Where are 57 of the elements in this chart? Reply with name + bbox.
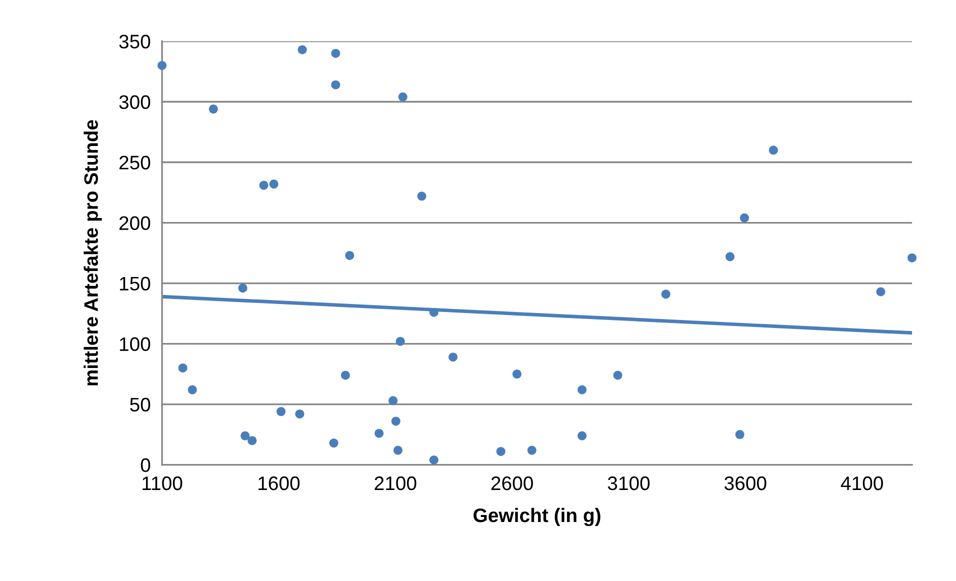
x-tick-label: 4100 <box>840 476 883 490</box>
point <box>188 385 197 394</box>
point <box>248 436 257 446</box>
point <box>295 409 304 418</box>
point <box>429 308 438 317</box>
point <box>417 192 426 201</box>
y-tick-label: 50 <box>130 398 150 412</box>
point <box>768 146 778 155</box>
point <box>661 290 670 299</box>
x-axis-title: Gewicht (in g) <box>474 508 600 526</box>
y-tick-label: 100 <box>120 337 150 352</box>
y-tick-label: 300 <box>119 95 150 109</box>
point <box>527 446 536 455</box>
point <box>374 428 384 438</box>
x-tick-label: 3100 <box>608 476 650 490</box>
point <box>391 416 400 426</box>
y-tick-label: 350 <box>119 34 150 48</box>
point <box>448 352 458 362</box>
point <box>398 92 408 102</box>
x-tick-label: 2100 <box>374 476 416 490</box>
point <box>276 407 286 416</box>
point <box>259 180 268 190</box>
point <box>740 213 749 222</box>
point <box>735 430 744 440</box>
point <box>238 284 248 293</box>
point <box>613 370 622 380</box>
point <box>331 80 340 90</box>
y-tick-label: 250 <box>119 156 150 170</box>
y-tick-label: 150 <box>120 276 150 291</box>
x-tick-label: 1600 <box>258 476 300 490</box>
point <box>876 287 886 296</box>
x-tick-label: 3600 <box>724 476 766 490</box>
y-axis-title: mittlere Artefakte pro Stunde <box>84 120 102 386</box>
y-tick-label: 200 <box>119 216 150 230</box>
point <box>512 370 522 379</box>
x-tick-label: 1100 <box>142 476 182 490</box>
point <box>340 370 350 380</box>
point <box>393 446 402 455</box>
y-tick-label: 0 <box>140 458 150 472</box>
point <box>208 104 218 114</box>
point <box>158 60 167 70</box>
point <box>496 446 506 456</box>
point <box>331 48 340 58</box>
point <box>240 431 250 440</box>
point <box>908 253 917 262</box>
point <box>578 385 587 394</box>
point <box>345 250 354 260</box>
point <box>396 336 405 346</box>
point <box>298 45 307 54</box>
point <box>178 363 188 372</box>
x-tick-label: 2600 <box>491 476 533 490</box>
point <box>329 438 338 448</box>
point <box>269 180 278 189</box>
point <box>726 252 735 262</box>
point <box>578 431 587 440</box>
point <box>388 396 398 406</box>
point <box>429 455 438 464</box>
